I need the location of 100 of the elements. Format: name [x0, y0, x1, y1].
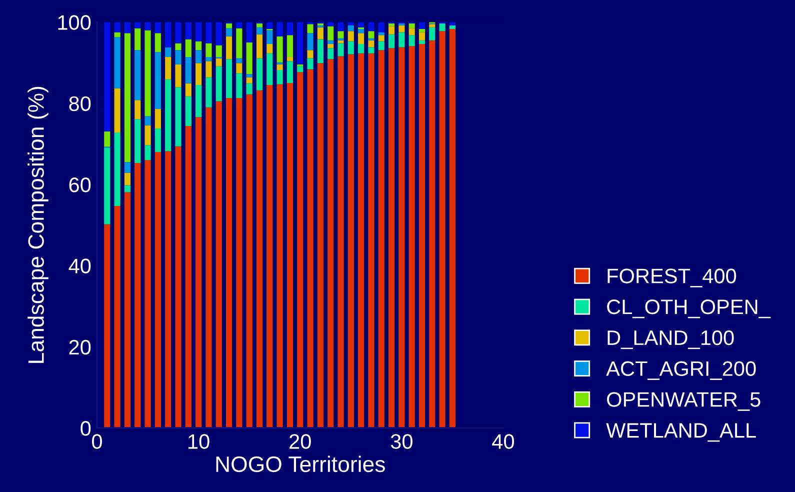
- bar: [307, 58, 314, 70]
- bar: [439, 23, 446, 32]
- bar: [226, 28, 232, 36]
- bar: [388, 26, 395, 34]
- legend-label: WETLAND_ALL: [606, 423, 756, 442]
- bar: [368, 47, 374, 54]
- bar: [236, 98, 242, 428]
- bar: [338, 56, 344, 428]
- bar: [266, 44, 273, 54]
- bar: [246, 22, 252, 42]
- bar: [338, 40, 344, 44]
- bar: [286, 22, 294, 36]
- bar: [338, 31, 344, 38]
- bar: [358, 53, 364, 428]
- bar: [114, 32, 120, 38]
- bar: [246, 42, 252, 74]
- bar: [154, 22, 161, 34]
- bar: [256, 27, 263, 34]
- bar: [154, 52, 161, 110]
- bar: [206, 61, 212, 78]
- bar: [114, 88, 120, 133]
- bar: [276, 70, 283, 84]
- bar: [134, 162, 141, 428]
- bar: [124, 192, 131, 428]
- bar: [206, 22, 212, 44]
- bar: [408, 35, 415, 46]
- bar: [236, 63, 242, 74]
- bar: [246, 77, 252, 84]
- bar: [358, 33, 364, 44]
- y-tick-label: 60: [69, 178, 91, 192]
- bar: [449, 29, 456, 428]
- bar: [185, 57, 192, 84]
- bar: [256, 58, 263, 90]
- bar: [114, 206, 120, 428]
- bar: [185, 96, 192, 126]
- bar: [266, 53, 273, 86]
- bar: [307, 50, 314, 58]
- bar: [216, 22, 222, 46]
- bar: [104, 148, 110, 224]
- bar: [276, 64, 283, 70]
- bar: [104, 224, 110, 428]
- bar: [144, 116, 151, 126]
- bar: [185, 39, 192, 58]
- bar: [165, 151, 172, 428]
- x-tick-label: 20: [290, 434, 311, 449]
- bar: [185, 126, 192, 428]
- y-tick-label: 100: [58, 15, 91, 30]
- bar: [328, 59, 334, 428]
- bar: [226, 36, 232, 60]
- bar: [378, 50, 384, 428]
- bar: [368, 31, 374, 38]
- y-tick-label: 40: [68, 258, 91, 274]
- bar: [317, 63, 324, 428]
- bar: [134, 119, 141, 163]
- bar: [429, 40, 436, 428]
- bar: [408, 46, 415, 428]
- bar: [236, 73, 242, 98]
- bar: [338, 22, 344, 32]
- bar: [216, 58, 222, 66]
- bar: [398, 25, 405, 32]
- bar: [175, 146, 182, 428]
- bar: [124, 185, 131, 192]
- bar: [297, 22, 304, 64]
- legend-label: CL_OTH_OPEN_: [607, 300, 771, 318]
- legend-label: OPENWATER_5: [607, 392, 760, 411]
- bar: [358, 44, 364, 54]
- bar: [216, 101, 222, 428]
- bar: [246, 74, 252, 78]
- bar: [328, 48, 334, 60]
- bar: [408, 23, 415, 28]
- bar: [256, 34, 263, 58]
- bar: [348, 31, 354, 42]
- bar: [246, 83, 252, 94]
- bar: [276, 22, 283, 36]
- y-tick-label: 80: [69, 96, 91, 112]
- bar: [196, 85, 202, 118]
- bar: [276, 84, 283, 428]
- bar: [368, 40, 374, 48]
- bar: [175, 87, 182, 146]
- bar: [144, 145, 151, 160]
- bar: [124, 162, 131, 173]
- bar: [307, 69, 314, 428]
- bar: [226, 59, 232, 98]
- bar: [286, 35, 294, 58]
- bar: [114, 37, 120, 88]
- bar: [378, 22, 384, 32]
- bar: [317, 39, 324, 64]
- bar: [398, 47, 405, 428]
- bar: [154, 152, 161, 428]
- bar: [104, 22, 110, 132]
- bar: [418, 22, 426, 30]
- x-tick-label: 0: [92, 434, 102, 449]
- bar: [185, 83, 192, 96]
- bar: [307, 24, 314, 34]
- bar: [226, 98, 232, 428]
- bar: [266, 22, 273, 30]
- bar: [104, 131, 110, 147]
- legend-label: ACT_AGRI_200: [606, 361, 756, 380]
- bar: [196, 41, 202, 50]
- bar: [348, 41, 354, 54]
